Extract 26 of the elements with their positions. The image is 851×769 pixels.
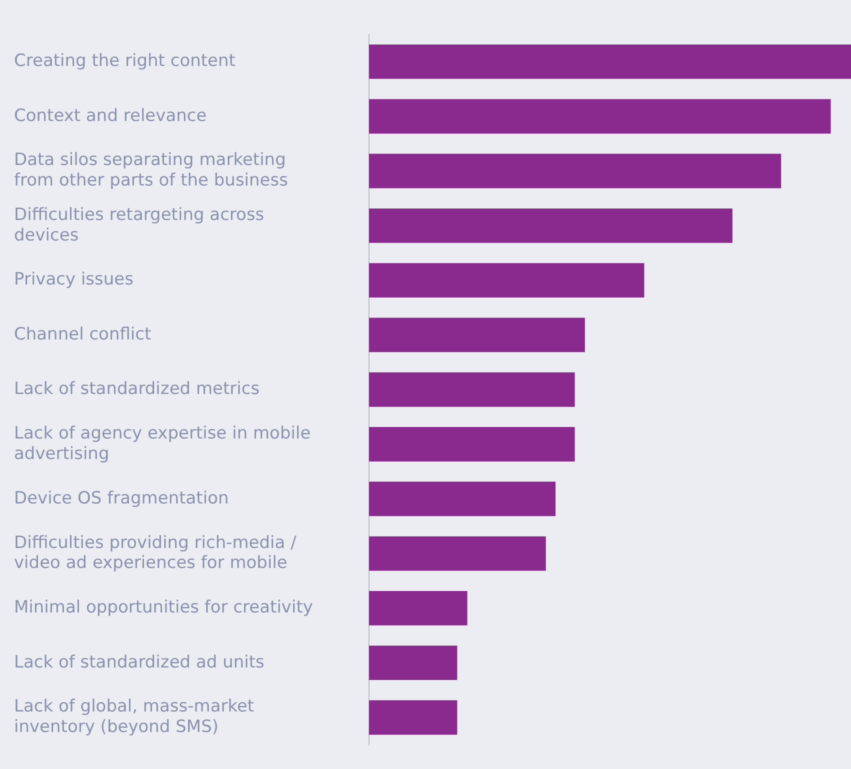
y-tick-label: Lack of global, mass-market inventory (beyond SMS) xyxy=(14,696,254,738)
bar xyxy=(369,44,851,79)
bar xyxy=(369,372,575,407)
bar xyxy=(369,590,468,626)
y-tick-label: Privacy issues xyxy=(14,270,134,290)
bar xyxy=(369,318,585,352)
y-tick-label: Channel conflict xyxy=(14,324,152,344)
y-tick-label: Minimal opportunities for creativity xyxy=(14,598,313,618)
bar xyxy=(369,536,546,571)
y-tick-label: Creating the right content xyxy=(14,51,236,72)
bar xyxy=(369,646,458,680)
bar xyxy=(369,99,831,134)
bar xyxy=(369,700,458,735)
bar xyxy=(369,482,556,516)
y-tick-label: Lack of standardized metrics xyxy=(14,379,260,400)
y-tick-label: Difficulties retargeting across devices xyxy=(14,204,264,246)
y-tick-label: Context and relevance xyxy=(14,106,207,126)
y-tick-label: Difficulties providing rich-media / video ad experiences for mobile xyxy=(14,532,297,574)
y-tick-label: Lack of standardized ad units xyxy=(14,652,265,672)
y-tick-label: Device OS fragmentation xyxy=(14,488,229,508)
bar xyxy=(369,427,575,462)
y-tick-label: Lack of agency expertise in mobile advertising xyxy=(14,423,311,464)
bar xyxy=(369,208,732,243)
bar xyxy=(369,263,644,298)
bar xyxy=(369,154,782,188)
y-tick-label: Data silos separating marketing from other parts of the business xyxy=(14,150,288,191)
